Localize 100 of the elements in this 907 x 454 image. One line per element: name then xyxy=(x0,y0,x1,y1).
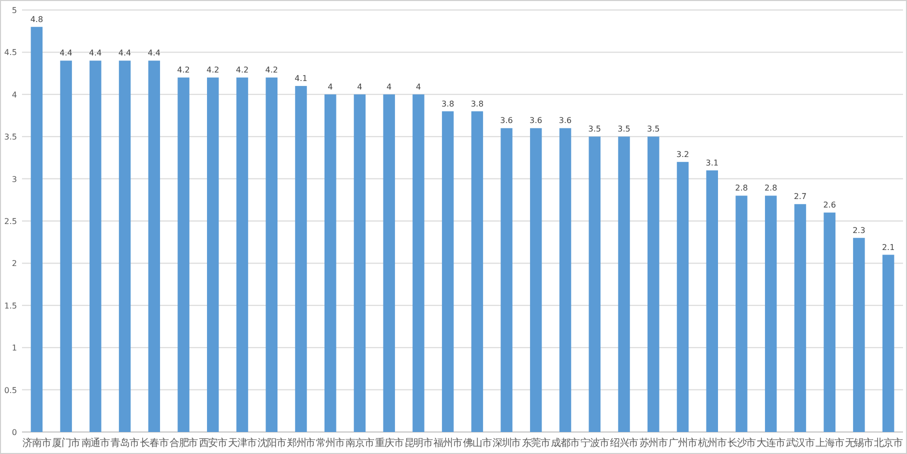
y-tick-label: 1 xyxy=(12,344,17,353)
x-tick-label: 济南市 xyxy=(22,437,52,449)
x-tick-label: 长春市 xyxy=(140,437,169,449)
data-label: 3.1 xyxy=(706,158,718,168)
x-tick-label: 佛山市 xyxy=(463,437,492,449)
y-tick-label: 2 xyxy=(12,259,17,268)
bar xyxy=(882,254,894,432)
bar xyxy=(30,26,43,432)
bar xyxy=(471,111,484,432)
x-tick-label: 武汉市 xyxy=(786,437,815,449)
bar xyxy=(618,136,630,432)
x-tick-label: 南京市 xyxy=(346,437,374,449)
data-label: 3.6 xyxy=(530,116,542,126)
data-label: 2.3 xyxy=(852,226,866,235)
data-label: 4.8 xyxy=(30,14,44,24)
data-label: 2.8 xyxy=(735,184,748,193)
y-tick-label: 0 xyxy=(12,428,17,437)
x-tick-label: 上海市 xyxy=(815,437,844,449)
bar xyxy=(383,94,395,432)
data-label: 3.6 xyxy=(558,116,572,126)
y-tick-label: 2.5 xyxy=(4,217,17,226)
data-label: 2.6 xyxy=(823,200,836,210)
x-tick-label: 大连市 xyxy=(756,437,786,449)
x-tick-label: 重庆市 xyxy=(374,437,404,449)
data-label: 3.8 xyxy=(470,99,484,108)
x-tick-label: 常州市 xyxy=(316,437,346,449)
bar xyxy=(118,60,131,432)
data-label: 4.4 xyxy=(118,48,132,58)
data-label: 4.1 xyxy=(294,74,308,83)
x-tick-label: 合肥市 xyxy=(169,437,198,449)
bar xyxy=(764,196,777,432)
data-label: 4.2 xyxy=(206,66,220,75)
x-tick-label: 西安市 xyxy=(198,437,228,449)
data-label: 4 xyxy=(357,82,362,92)
y-tick-label: 0.5 xyxy=(4,386,17,395)
x-tick-label: 天津市 xyxy=(228,437,257,449)
x-tick-label: 杭州市 xyxy=(697,437,727,449)
bar xyxy=(178,78,190,432)
bar xyxy=(824,212,836,432)
bar xyxy=(324,94,336,432)
x-tick-label: 北京市 xyxy=(874,437,904,449)
data-label: 3.2 xyxy=(676,150,690,159)
bar xyxy=(90,60,102,432)
x-tick-label: 宁波市 xyxy=(580,437,610,449)
bar xyxy=(530,128,542,432)
data-label: 2.1 xyxy=(882,242,895,252)
bar xyxy=(500,128,512,432)
x-tick-label: 广州市 xyxy=(668,437,698,449)
data-label: 4.4 xyxy=(60,48,72,58)
bar xyxy=(412,94,424,432)
x-tick-label: 深圳市 xyxy=(492,437,522,449)
bar xyxy=(266,78,278,432)
x-tick-label: 福州市 xyxy=(434,437,463,449)
y-tick-label: 3 xyxy=(12,174,17,184)
bar xyxy=(236,78,248,432)
y-tick-label: 4.5 xyxy=(4,48,17,58)
bar xyxy=(442,111,454,432)
x-tick-label: 郑州市 xyxy=(286,437,316,449)
bar xyxy=(706,170,718,432)
bar xyxy=(559,128,572,432)
data-label: 4 xyxy=(416,82,421,92)
data-label: 3.5 xyxy=(588,124,602,134)
x-tick-label: 厦门市 xyxy=(52,437,81,449)
data-label: 3.5 xyxy=(647,124,660,134)
data-label: 4 xyxy=(328,82,333,92)
y-tick-label: 1.5 xyxy=(4,301,17,310)
y-tick-label: 5 xyxy=(12,6,17,15)
bar xyxy=(295,86,307,432)
x-tick-label: 东莞市 xyxy=(522,437,551,449)
bar xyxy=(207,78,219,432)
data-label: 2.8 xyxy=(764,184,778,193)
bar xyxy=(354,94,366,432)
data-label: 3.6 xyxy=(500,116,513,126)
data-label: 4.2 xyxy=(236,66,249,75)
y-tick-label: 4 xyxy=(12,90,17,100)
x-tick-label: 南通市 xyxy=(81,437,110,449)
bar xyxy=(148,60,160,432)
x-tick-label: 苏州市 xyxy=(639,437,668,449)
y-tick-label: 3.5 xyxy=(4,132,17,142)
x-tick-label: 沈阳市 xyxy=(258,437,286,449)
data-label: 4.4 xyxy=(148,48,161,58)
data-label: 4.4 xyxy=(89,48,102,58)
bar xyxy=(588,136,601,432)
data-label: 3.8 xyxy=(441,99,454,108)
bar xyxy=(853,238,865,432)
data-label: 3.5 xyxy=(618,124,630,134)
x-tick-label: 绍兴市 xyxy=(610,437,639,449)
data-label: 4.2 xyxy=(265,66,278,75)
bar xyxy=(794,204,806,432)
x-tick-label: 长沙市 xyxy=(727,437,756,449)
data-label: 2.7 xyxy=(794,192,807,202)
data-label: 4.2 xyxy=(177,66,190,75)
bar xyxy=(676,162,689,432)
bar xyxy=(648,136,660,432)
x-tick-label: 成都市 xyxy=(551,437,580,449)
x-tick-label: 青岛市 xyxy=(110,437,140,449)
bar xyxy=(736,196,748,432)
data-label: 4 xyxy=(386,82,392,92)
x-tick-label: 昆明市 xyxy=(404,437,434,449)
x-tick-label: 无锡市 xyxy=(844,437,874,449)
